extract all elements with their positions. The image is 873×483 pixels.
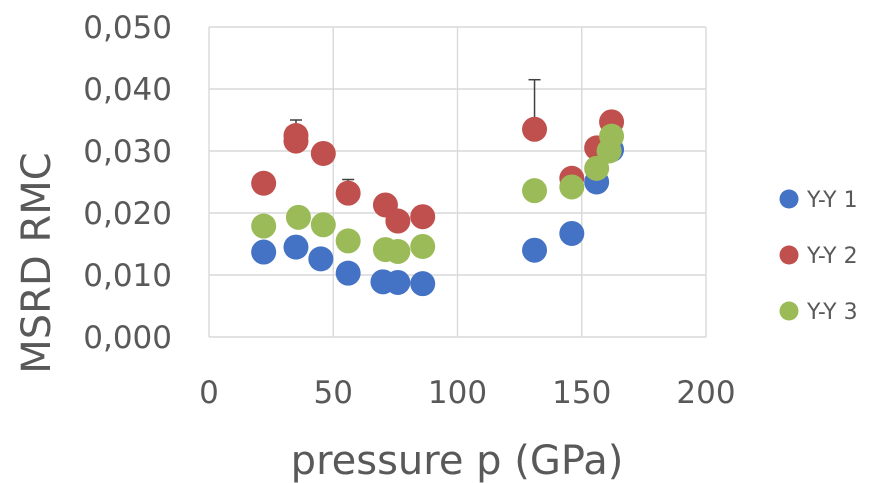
- y-tick-label: 0,050: [83, 10, 172, 46]
- y-tick-label: 0,000: [83, 320, 172, 356]
- point-series-3: [385, 238, 411, 264]
- point-series-3: [599, 123, 625, 149]
- x-tick-label: 150: [552, 375, 611, 411]
- point-series-3: [522, 178, 548, 204]
- legend-label: Y-Y 2: [806, 244, 858, 269]
- y-tick-label: 0,040: [83, 72, 172, 108]
- point-series-2: [410, 204, 436, 230]
- data-points: [251, 109, 625, 297]
- point-series-3: [335, 228, 361, 254]
- point-series-2: [251, 170, 277, 196]
- x-tick-label: 0: [199, 375, 219, 411]
- point-series-2: [522, 116, 548, 142]
- point-series-1: [283, 234, 309, 260]
- point-series-1: [335, 260, 361, 286]
- point-series-3: [410, 233, 436, 259]
- point-series-3: [584, 155, 610, 181]
- error-bars: [289, 78, 541, 194]
- point-series-2: [283, 128, 309, 154]
- x-tick-label: 50: [314, 375, 353, 411]
- point-series-3: [285, 204, 311, 230]
- point-series-1: [559, 220, 585, 246]
- point-series-1: [522, 237, 548, 263]
- x-axis-ticks: 0 50 100 150 200: [199, 375, 735, 411]
- point-series-2: [335, 180, 361, 206]
- y-tick-label: 0,010: [83, 258, 172, 294]
- gridlines: [208, 26, 707, 338]
- x-tick-label: 200: [676, 375, 735, 411]
- point-series-3: [310, 212, 336, 238]
- legend-label: Y-Y 3: [806, 300, 858, 325]
- point-series-1: [251, 239, 277, 265]
- point-series-1: [308, 246, 334, 272]
- point-series-1: [410, 271, 436, 297]
- legend-label: Y-Y 1: [806, 188, 858, 213]
- legend-marker: [779, 301, 799, 321]
- point-series-1: [385, 269, 411, 295]
- x-axis-title: pressure p (GPa): [291, 438, 624, 483]
- x-tick-label: 100: [428, 375, 487, 411]
- y-tick-label: 0,020: [83, 196, 172, 232]
- legend: Y-Y 1 Y-Y 2 Y-Y 3: [779, 188, 858, 325]
- point-series-3: [251, 213, 277, 239]
- point-series-3: [559, 174, 585, 200]
- y-axis-ticks: 0,000 0,010 0,020 0,030 0,040 0,050: [83, 10, 172, 356]
- y-tick-label: 0,030: [83, 134, 172, 170]
- legend-marker: [779, 245, 799, 265]
- y-axis-title: MSRD RMC: [14, 152, 60, 373]
- point-series-2: [385, 208, 411, 234]
- legend-marker: [779, 189, 799, 209]
- point-series-2: [310, 140, 336, 166]
